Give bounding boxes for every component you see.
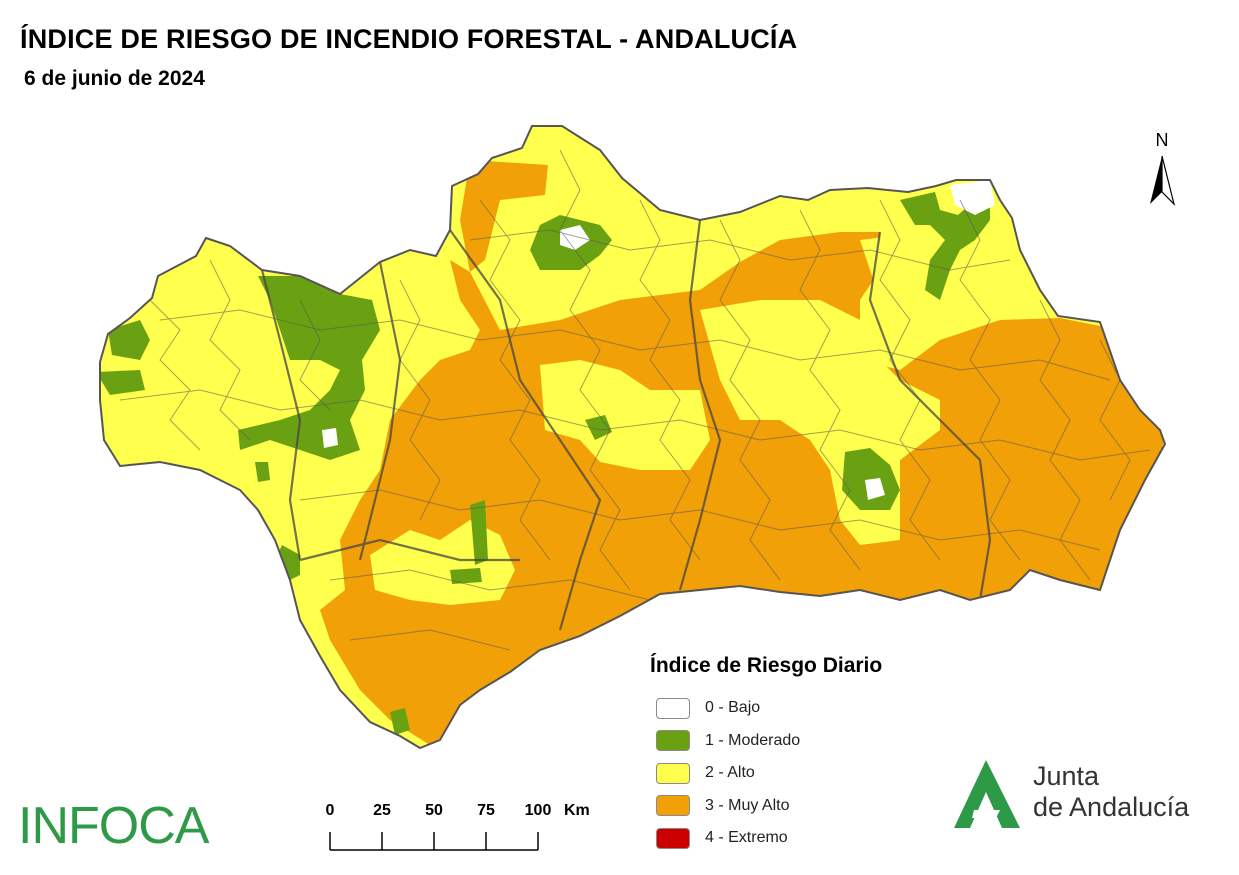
map-date: 6 de junio de 2024	[24, 67, 205, 90]
legend-swatch-moderado	[656, 730, 690, 752]
zones-muy-alto	[320, 160, 1165, 745]
north-arrow: N	[1144, 130, 1180, 210]
scale-tick-100: 100	[524, 802, 552, 819]
junta-de-andalucia-logo: Junta de Andalucía	[950, 758, 1220, 833]
junta-line1: Junta	[1033, 761, 1100, 791]
legend-label-extremo: 4 - Extremo	[705, 829, 788, 847]
legend-label-bajo: 0 - Bajo	[705, 699, 761, 717]
legend-swatch-alto	[656, 762, 690, 784]
north-arrow-icon	[1150, 155, 1176, 206]
junta-text: Junta de Andalucía	[1033, 761, 1189, 823]
legend-swatch-extremo	[656, 827, 690, 849]
legend-item-bajo: 0 - Bajo	[650, 692, 940, 725]
junta-emblem-icon	[954, 760, 1020, 828]
legend-item-moderado: 1 - Moderado	[650, 725, 940, 758]
legend-item-alto: 2 - Alto	[650, 757, 940, 790]
infoca-logo: INFOCA	[18, 797, 209, 855]
scale-unit: Km	[564, 802, 590, 819]
legend-title: Índice de Riesgo Diario	[650, 654, 883, 677]
region-outline	[99, 125, 1167, 750]
scale-tick-75: 75	[477, 802, 495, 819]
legend-swatch-muy-alto	[656, 795, 690, 817]
scale-bar-graphic	[329, 832, 539, 851]
scale-tick-50: 50	[425, 802, 443, 819]
zones-bajo	[322, 180, 995, 500]
legend-swatch-bajo	[656, 697, 690, 719]
junta-line2: de Andalucía	[1033, 792, 1190, 822]
provincial-boundaries	[260, 219, 992, 631]
legend-item-muy-alto: 3 - Muy Alto	[650, 790, 940, 823]
scale-tick-0: 0	[325, 802, 335, 819]
zones-moderado	[100, 192, 990, 740]
scale-tick-25: 25	[373, 802, 391, 819]
scale-bar: 0 25 50 75 100 Km	[322, 802, 612, 862]
legend-label-alto: 2 - Alto	[705, 764, 755, 782]
risk-zones	[100, 126, 1165, 748]
map-title: ÍNDICE DE RIESGO DE INCENDIO FORESTAL - …	[20, 24, 798, 54]
legend: Índice de Riesgo Diario 0 - Bajo 1 - Mod…	[650, 654, 940, 855]
legend-label-muy-alto: 3 - Muy Alto	[705, 796, 790, 814]
legend-label-moderado: 1 - Moderado	[705, 731, 801, 749]
legend-item-extremo: 4 - Extremo	[650, 822, 940, 855]
north-label: N	[1155, 130, 1169, 150]
municipal-boundaries	[119, 149, 1151, 651]
